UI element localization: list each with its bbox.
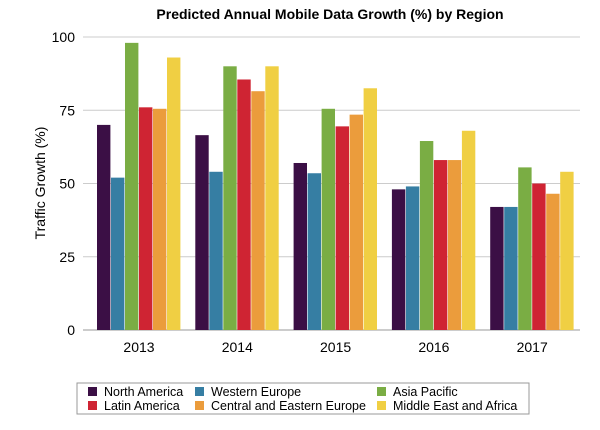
y-tick-label: 50 [59,176,75,192]
bar-2015-middle-east-and-africa [363,88,377,331]
x-tick-label: 2015 [320,339,351,355]
bar-2014-western-europe [209,171,223,330]
bar-2016-middle-east-and-africa [461,130,476,330]
legend-swatch [88,401,97,410]
legend-swatch [377,387,386,396]
x-tick-label: 2017 [517,339,548,355]
bar-2013-north-america [97,124,111,331]
legend-label: North America [104,385,183,399]
legend-label: Latin America [104,399,180,413]
bar-2015-north-america [293,162,307,330]
bar-2015-central-and-eastern-europe [349,114,363,331]
bar-2017-asia-pacific [518,167,532,330]
y-tick-label: 0 [67,322,75,338]
legend-label: Western Europe [211,385,301,399]
bar-2017-central-and-eastern-europe [546,193,560,330]
bar-2013-asia-pacific [125,42,139,331]
bar-2013-central-and-eastern-europe [153,108,167,330]
bar-2013-western-europe [111,177,125,330]
bar-2017-latin-america [532,183,546,330]
x-tick-label: 2014 [222,339,253,355]
bar-2016-western-europe [405,186,420,330]
bar-2014-asia-pacific [223,66,237,331]
chart-title: Predicted Annual Mobile Data Growth (%) … [156,6,503,22]
y-tick-label: 100 [52,29,76,45]
bar-2017-middle-east-and-africa [560,171,574,330]
bar-2015-latin-america [335,126,349,331]
legend-swatch [195,387,204,396]
legend-swatch [88,387,97,396]
legend-swatch [195,401,204,410]
bar-2016-north-america [391,189,406,330]
legend-label: Central and Eastern Europe [211,399,366,413]
y-axis-label: Traffic Growth (%) [32,127,48,240]
legend-swatch [377,401,386,410]
legend-label: Asia Pacific [393,385,458,399]
bar-2013-latin-america [139,107,153,330]
legend-label: Middle East and Africa [393,399,517,413]
bar-2014-central-and-eastern-europe [251,91,265,330]
bar-2014-middle-east-and-africa [265,66,279,331]
bar-2015-asia-pacific [321,108,335,330]
bar-2017-western-europe [504,206,518,330]
bar-2015-western-europe [307,173,321,330]
bar-2017-north-america [490,206,504,330]
x-tick-label: 2016 [418,339,449,355]
bar-2016-asia-pacific [419,141,434,330]
y-tick-label: 75 [59,102,75,118]
y-tick-label: 25 [59,249,75,265]
bar-2016-central-and-eastern-europe [447,160,462,330]
bar-2013-middle-east-and-africa [167,57,181,330]
bar-2014-latin-america [237,79,251,330]
legend-box [76,382,530,415]
bar-2016-latin-america [433,160,448,330]
bar-2014-north-america [195,135,209,330]
x-tick-label: 2013 [123,339,154,355]
